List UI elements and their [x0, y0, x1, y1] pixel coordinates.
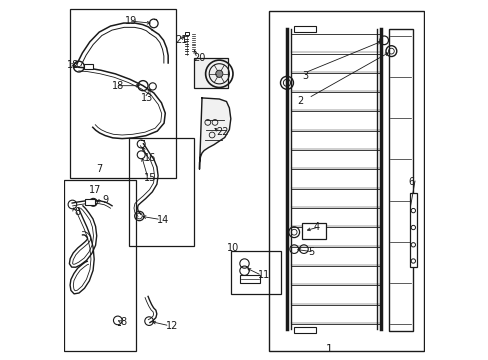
Bar — [302, 223, 325, 239]
Text: 13: 13 — [140, 93, 152, 103]
Polygon shape — [199, 98, 230, 169]
Bar — [70, 9, 176, 178]
Bar — [128, 138, 194, 246]
Text: 3: 3 — [301, 71, 307, 81]
Text: 7: 7 — [97, 164, 102, 174]
Text: 22: 22 — [216, 127, 228, 138]
Bar — [194, 58, 228, 88]
Text: 10: 10 — [226, 243, 239, 253]
Circle shape — [215, 70, 223, 77]
Bar — [230, 251, 280, 294]
Bar — [185, 32, 188, 35]
Text: 4: 4 — [313, 222, 319, 232]
Bar — [84, 64, 93, 69]
Text: 1: 1 — [325, 344, 332, 354]
Bar — [64, 180, 136, 351]
Bar — [387, 29, 412, 331]
Bar — [85, 199, 95, 205]
Text: 8: 8 — [121, 317, 127, 327]
Text: 16: 16 — [144, 153, 156, 163]
Text: 20: 20 — [193, 53, 205, 63]
Bar — [409, 193, 416, 267]
Text: 15: 15 — [143, 173, 156, 183]
Bar — [268, 11, 423, 351]
Text: 5: 5 — [307, 247, 314, 257]
Text: 8: 8 — [74, 207, 80, 217]
Text: 18: 18 — [111, 81, 123, 91]
Bar — [294, 327, 315, 333]
Text: 21: 21 — [175, 35, 187, 45]
Text: 9: 9 — [102, 195, 109, 205]
Text: 11: 11 — [258, 270, 270, 280]
Bar — [294, 26, 315, 32]
Text: 2: 2 — [297, 96, 303, 106]
Text: 12: 12 — [165, 321, 178, 331]
Text: 6: 6 — [408, 177, 414, 187]
Bar — [240, 275, 260, 283]
Text: 17: 17 — [89, 185, 101, 195]
Text: 14: 14 — [157, 215, 169, 225]
Text: 18: 18 — [67, 60, 80, 70]
Text: 19: 19 — [125, 16, 137, 26]
